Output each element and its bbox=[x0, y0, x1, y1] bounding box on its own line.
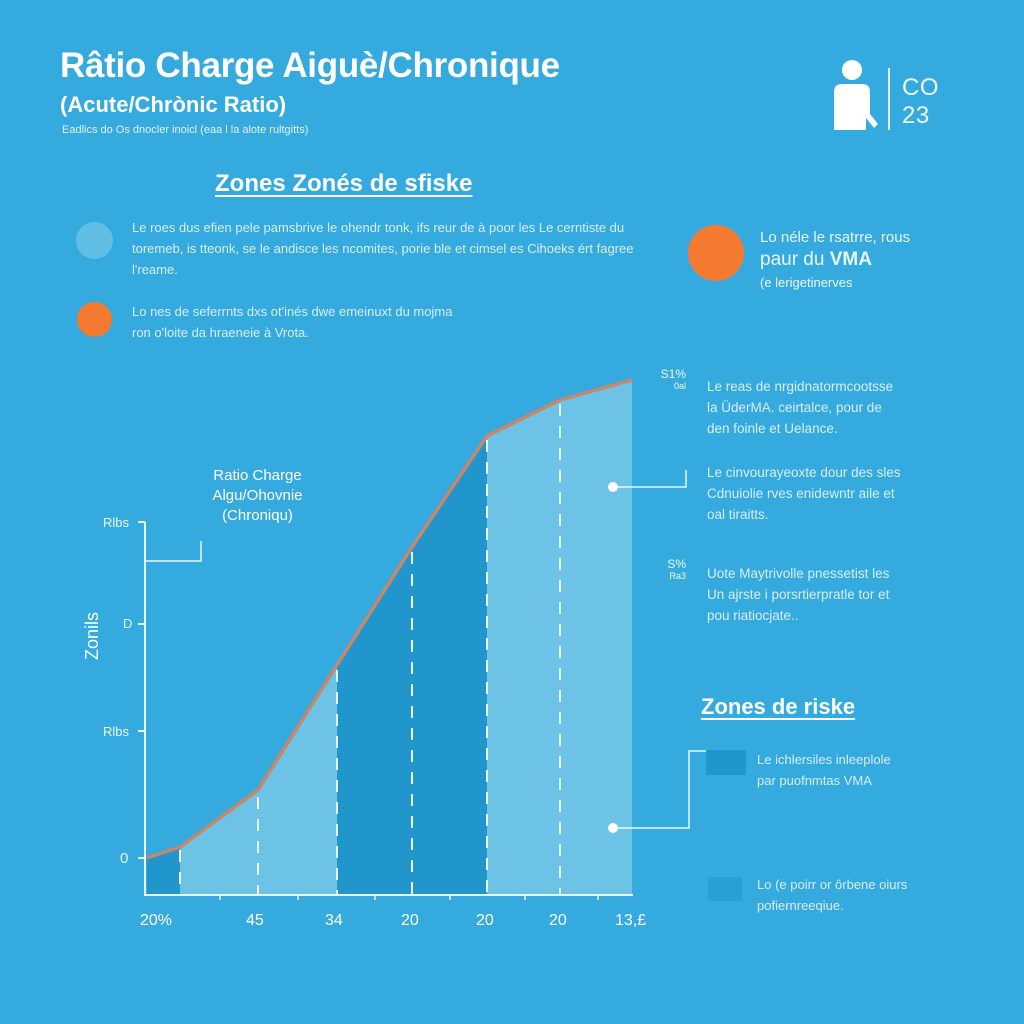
legend-swatch-low bbox=[708, 877, 742, 901]
legend-marker bbox=[608, 823, 618, 833]
legend-swatch-high bbox=[706, 750, 746, 775]
annotation-connector bbox=[613, 470, 687, 488]
y-ticks bbox=[138, 521, 145, 859]
x-tick-label: 20 bbox=[549, 912, 567, 929]
legend-item-1: Le ichlersiles inleeplole par puofnmtas … bbox=[757, 752, 891, 788]
annotation-3: Uote Maytrivolle pnessetist les Un ajrst… bbox=[707, 566, 890, 623]
annotation-pct: S1% 0al bbox=[660, 367, 686, 391]
zone-dividers bbox=[179, 404, 561, 895]
annotation-pct: S% Ra3 bbox=[667, 557, 686, 581]
brand-logo: CO 23 bbox=[830, 58, 950, 136]
zone-dot-orange bbox=[77, 302, 112, 337]
risk-zones-heading: Zones de riske bbox=[701, 694, 856, 719]
x-ticks bbox=[219, 895, 599, 900]
y-tick-label: D bbox=[123, 616, 133, 631]
y-axis-title: Zonils bbox=[82, 611, 102, 660]
page-subtitle: (Acute/Chrònic Ratio) bbox=[60, 92, 287, 117]
y-tick-label: Rlbs bbox=[103, 724, 130, 739]
x-tick-label: 20 bbox=[476, 912, 494, 929]
vma-callout: Lo néle le rsatrre, rous paur du VMA (e … bbox=[760, 229, 911, 290]
note-connector bbox=[145, 541, 202, 562]
x-tick-label: 20 bbox=[401, 912, 419, 929]
zone-description-1: Le roes dus efien pele pamsbrive le ohen… bbox=[132, 220, 634, 277]
page-title: Râtio Charge Aiguè/Chronique bbox=[60, 46, 560, 85]
y-tick-label: 0 bbox=[120, 850, 129, 867]
zone-description-2: Lo nes de seferrnts dxs ot'inés dwe emei… bbox=[132, 304, 453, 340]
x-tick-label: 34 bbox=[325, 912, 343, 929]
zone-dot-light bbox=[76, 222, 113, 259]
ratio-curve bbox=[146, 378, 633, 860]
callout-dot-orange bbox=[688, 225, 744, 281]
x-tick-label: 45 bbox=[246, 912, 264, 929]
person-icon bbox=[834, 60, 878, 130]
annotation-1: Le reas de nrgidnatormcootsse la ÜderMA.… bbox=[707, 379, 894, 436]
annotation-marker bbox=[608, 482, 618, 492]
y-tick-label: Rlbs bbox=[103, 515, 130, 530]
x-tick-label: 13,£ bbox=[615, 912, 647, 929]
logo-divider bbox=[888, 68, 890, 130]
zones-heading: Zones Zonés de sfiske bbox=[215, 170, 473, 197]
page-tagline: Eadlics do Os dnocler inoicl (eaa l la a… bbox=[62, 124, 309, 136]
legend-item-2: Lo (e poirr or ôrbene oiurs pofiernreeqi… bbox=[757, 877, 908, 913]
logo-code: CO 23 bbox=[902, 74, 939, 129]
annotation-2: Le cinvourayeoxte dour des sles Cdnuioli… bbox=[707, 465, 901, 522]
legend-connector bbox=[613, 750, 706, 829]
x-tick-label: 20% bbox=[140, 912, 173, 929]
chart-note: Ratio Charge Algu/Ohovnie (Chroniqu) bbox=[212, 467, 303, 524]
